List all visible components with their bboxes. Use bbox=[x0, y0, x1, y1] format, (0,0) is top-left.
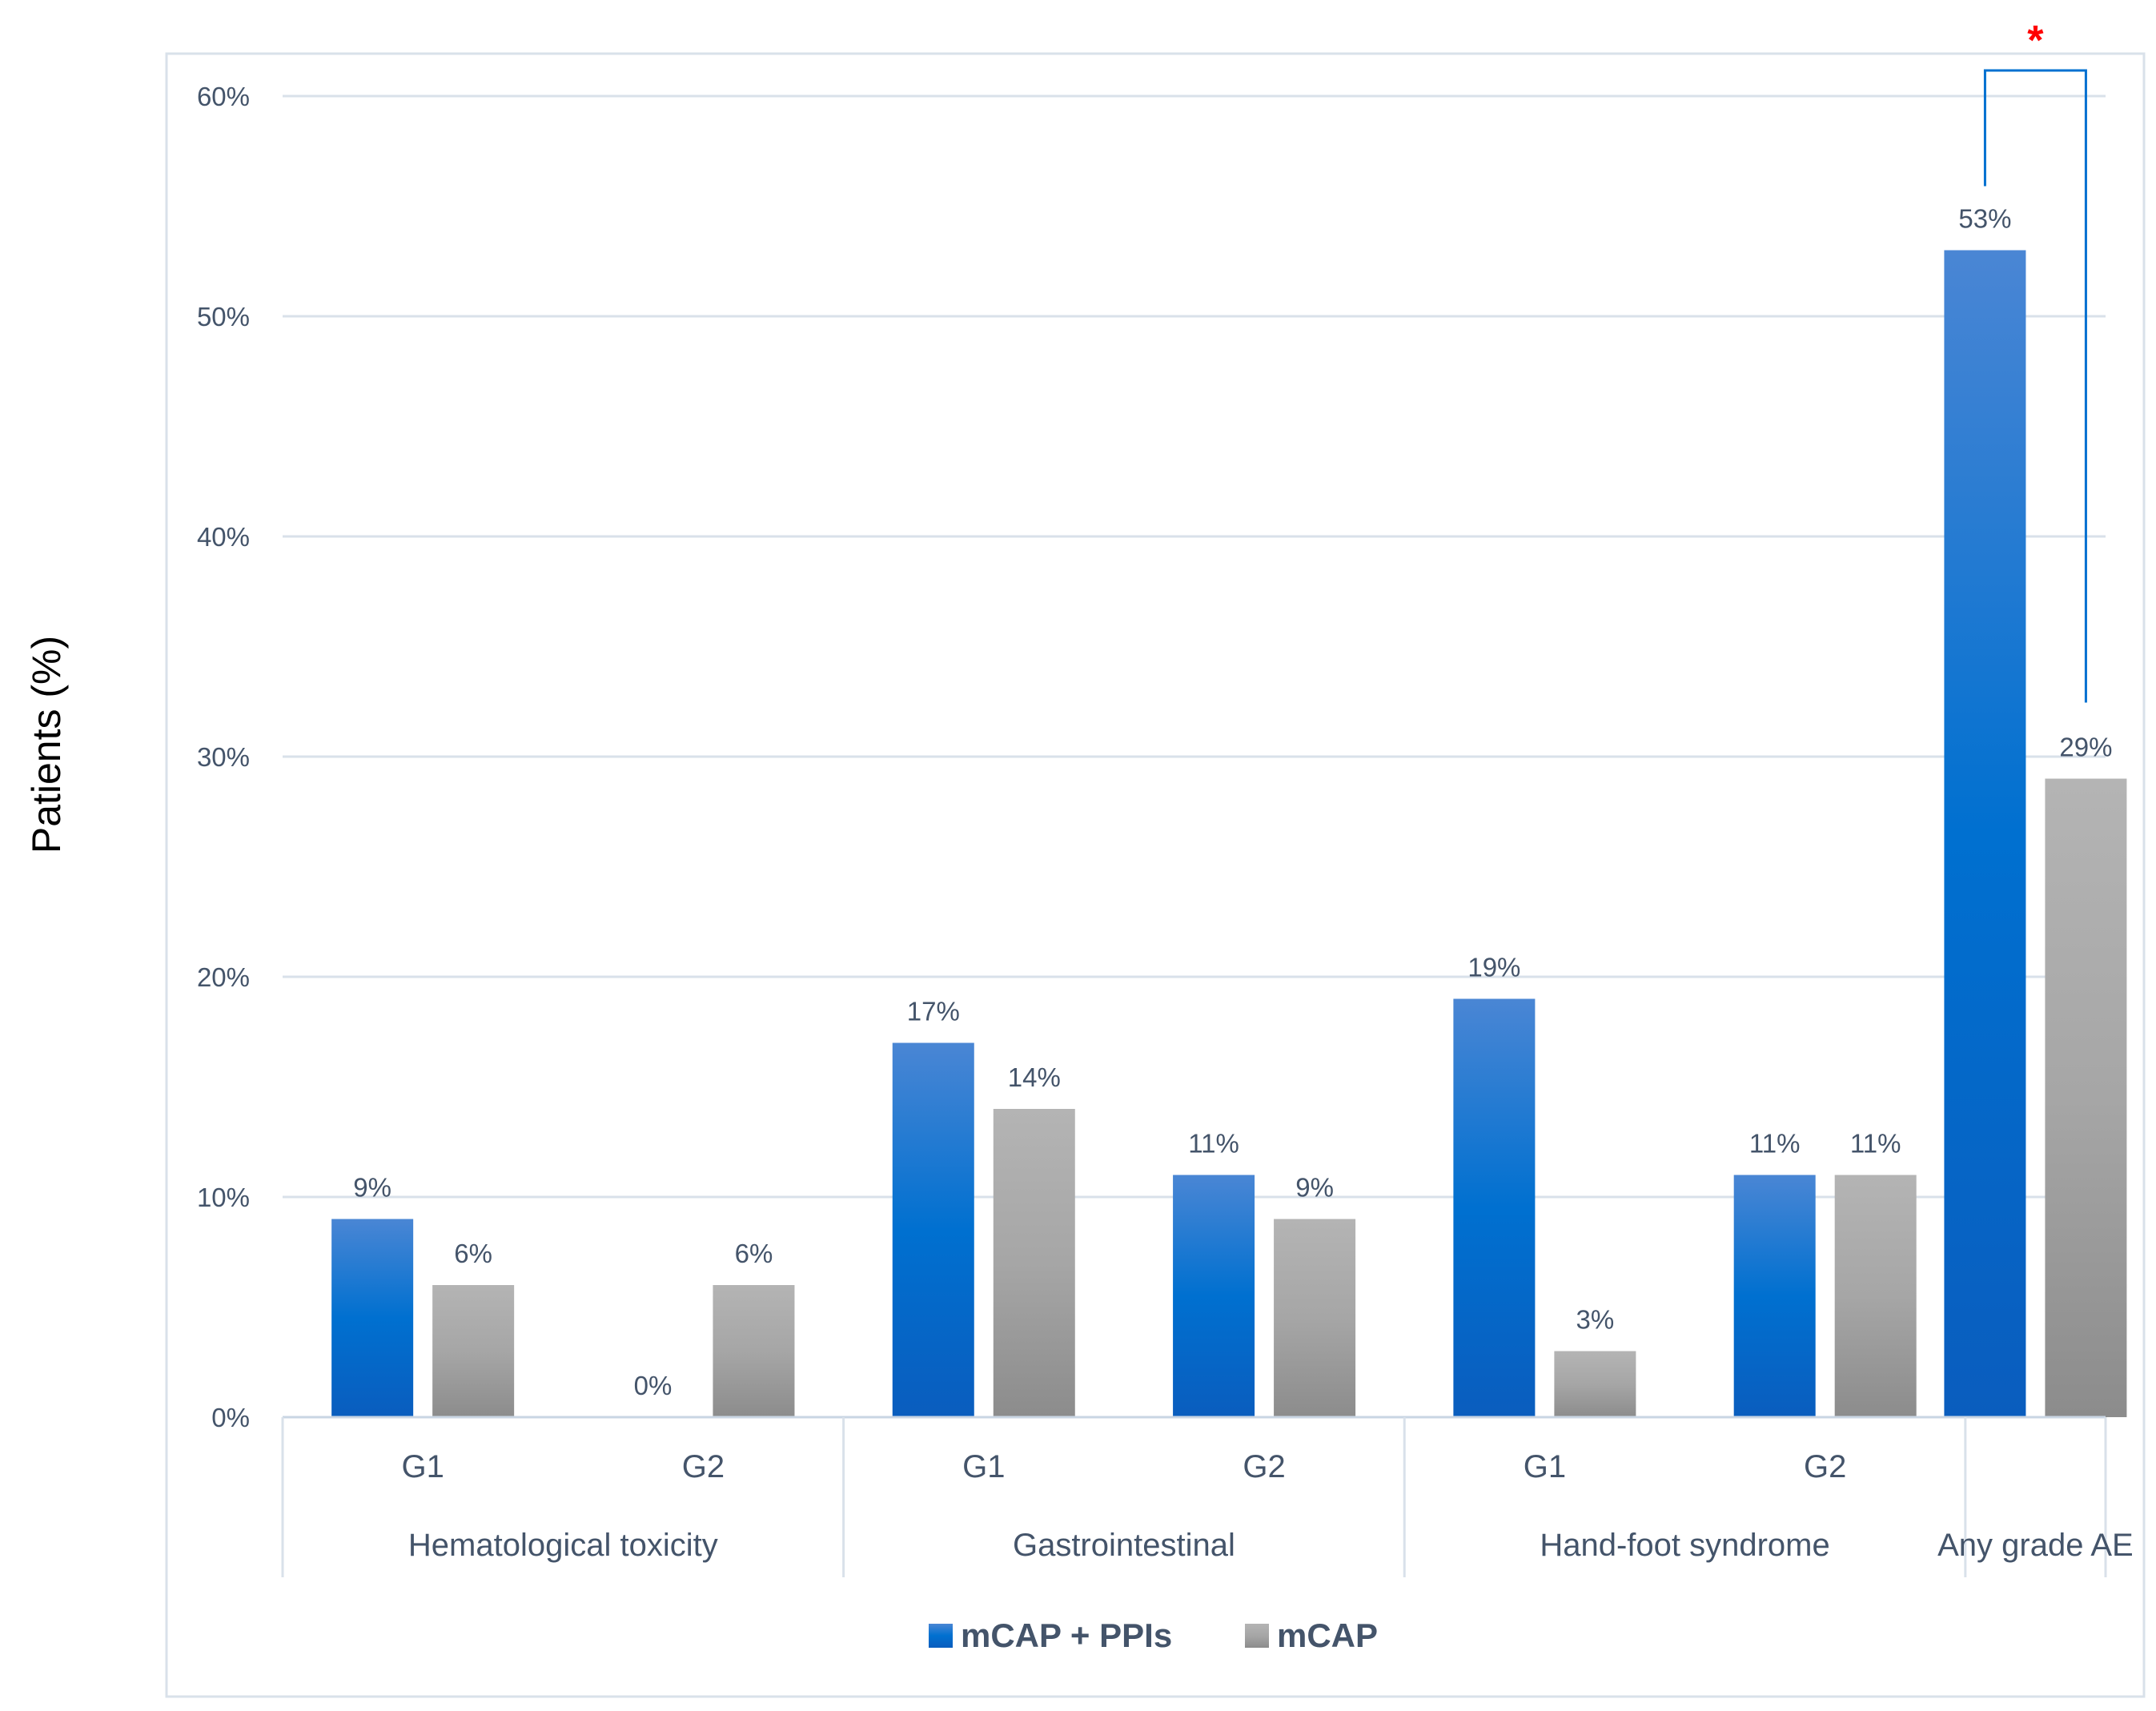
bar-mcap bbox=[1834, 1175, 1917, 1417]
subcategory-label: G2 bbox=[1804, 1449, 1846, 1484]
y-tick-label: 40% bbox=[197, 522, 250, 552]
data-label: 14% bbox=[1008, 1062, 1061, 1092]
legend-label: mCAP + PPIs bbox=[961, 1617, 1172, 1654]
group-label: Hand-foot syndrome bbox=[1540, 1528, 1829, 1563]
data-label: 0% bbox=[634, 1371, 672, 1400]
significance-bracket bbox=[1983, 69, 2087, 703]
y-tick-label: 50% bbox=[197, 302, 250, 331]
subcategory-label: G1 bbox=[1524, 1449, 1566, 1484]
data-label: 3% bbox=[1576, 1305, 1615, 1335]
y-tick-label: 0% bbox=[211, 1403, 250, 1432]
subcategory-label: G1 bbox=[962, 1449, 1005, 1484]
data-label: 11% bbox=[1850, 1129, 1901, 1159]
bar-mcap bbox=[713, 1285, 795, 1417]
y-tick-label: 30% bbox=[197, 742, 250, 772]
bar-mcap bbox=[1274, 1219, 1356, 1417]
bar-mcap-ppis bbox=[892, 1042, 974, 1417]
bar-mcap-ppis bbox=[1944, 250, 2026, 1417]
bar-mcap bbox=[432, 1285, 515, 1417]
bar-mcap bbox=[993, 1109, 1075, 1417]
data-label: 53% bbox=[1958, 204, 2011, 234]
data-label: 11% bbox=[1188, 1129, 1239, 1159]
bar-mcap-ppis bbox=[1173, 1175, 1255, 1417]
y-tick-label: 20% bbox=[197, 962, 250, 992]
group-label: Any grade AE bbox=[1937, 1528, 2134, 1563]
data-label: 6% bbox=[454, 1239, 492, 1268]
significance-marker: * bbox=[2027, 18, 2044, 64]
legend-swatch-mcap-ppis bbox=[929, 1624, 953, 1648]
bar-mcap bbox=[1554, 1351, 1636, 1417]
y-tick-label: 10% bbox=[197, 1183, 250, 1212]
data-label: 19% bbox=[1467, 953, 1520, 982]
y-axis-label: Patients (%) bbox=[24, 636, 69, 853]
legend-swatch-mcap bbox=[1245, 1624, 1269, 1648]
data-label: 29% bbox=[2059, 733, 2112, 762]
subcategory-label: G2 bbox=[682, 1449, 725, 1484]
bar-mcap-ppis bbox=[1453, 998, 1536, 1417]
y-tick-label: 60% bbox=[197, 82, 250, 111]
group-label: Gastrointestinal bbox=[1013, 1528, 1235, 1563]
data-label: 9% bbox=[353, 1173, 391, 1203]
data-label: 9% bbox=[1295, 1173, 1334, 1203]
chart-border bbox=[165, 52, 2146, 1698]
data-label: 17% bbox=[907, 997, 960, 1026]
data-label: 11% bbox=[1749, 1129, 1801, 1159]
legend-label: mCAP bbox=[1277, 1617, 1378, 1654]
bar-mcap-ppis bbox=[331, 1219, 414, 1417]
bar-mcap bbox=[2045, 778, 2127, 1417]
bar-mcap-ppis bbox=[1733, 1175, 1816, 1417]
data-label: 6% bbox=[735, 1239, 773, 1268]
group-label: Hematological toxicity bbox=[408, 1528, 718, 1563]
subcategory-label: G2 bbox=[1243, 1449, 1285, 1484]
subcategory-label: G1 bbox=[401, 1449, 444, 1484]
